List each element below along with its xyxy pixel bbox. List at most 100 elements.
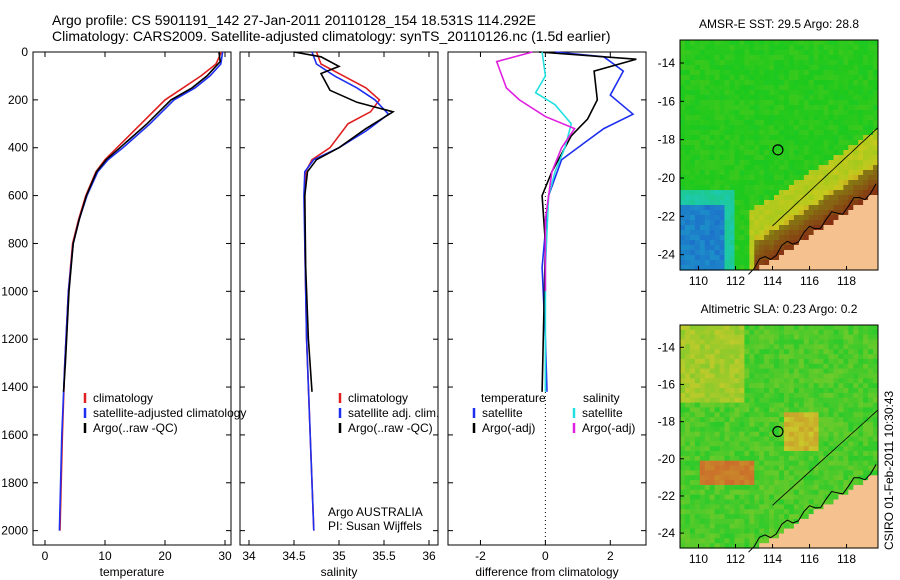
sst-map-cell [853,155,859,161]
sla-map-cell [739,349,745,355]
sst-map-cell [784,175,790,181]
sst-map-cell [788,120,795,126]
sla-map-cell [680,397,686,404]
sst-map-cell [699,190,706,196]
sst-map-cell [873,85,879,91]
difference-panel-frame [447,51,647,546]
sla-map-cell [769,329,775,336]
sla-map-cell [734,358,740,365]
sst-map-cell [868,265,874,271]
sla-map-cell [704,494,711,501]
sla-map-cell [823,426,829,433]
sst-map-cell [689,200,696,206]
sla-map-cell [853,499,859,505]
sst-map-cell [699,175,706,181]
sst-map-cell [858,200,864,206]
sst-map-cell [769,65,775,71]
sla-map-cell [868,417,874,423]
sst-map-cell [719,130,726,136]
sla-map-cell [784,509,790,515]
sla-map-cell [779,334,785,341]
sst-map-cell [744,205,750,211]
sst-map-cell [779,230,785,236]
sst-map-cell [714,60,721,66]
sla-map-cell [714,436,721,442]
sla-map-cell [739,417,745,423]
sla-map-cell [833,417,839,423]
sla-map-cell [739,325,745,331]
sla-map-cell [808,334,815,341]
sst-map-cell [739,215,745,221]
sst-map-cell [774,255,780,261]
sla-map-cell [680,494,686,501]
sst-map-cell [729,220,735,226]
sla-map-cell [680,392,686,399]
sla-map-cell [793,397,800,404]
sst-map-cell [858,105,864,111]
sst-map-cell [685,160,691,166]
sst-map-cell [744,135,750,141]
sla-map-cell [694,417,701,423]
sla-map-cell [868,402,874,408]
sst-map-cell [793,165,800,171]
sst-map-cell [823,230,829,236]
sla-map-cell [868,509,874,515]
depth-tick-label: 400 [8,141,28,155]
sst-map-cell [734,265,740,271]
sla-map-cell [729,431,735,438]
sla-map-cell [739,388,745,394]
sla-map-cell [813,431,820,438]
sst-map-cell [704,65,711,71]
sla-map-cell [848,325,854,331]
sla-map-cell [848,388,854,394]
sla-map-cell [729,368,735,374]
sst-map-cell [793,250,800,256]
sst-map-cell [749,205,755,211]
sla-map-cell [798,431,805,438]
sla-map-cell [823,388,829,394]
sst-map-cell [843,95,849,101]
sst-map-cell [868,80,874,86]
sst-map-cell [774,55,780,61]
sst-map-cell [858,115,864,121]
sst-map-cell [848,75,854,81]
sla-map-cell [838,358,844,365]
sst-map-cell [863,130,869,136]
sst-map-cell [709,160,716,166]
sst-map-cell [843,250,849,256]
sst-map-cell [704,235,711,241]
sst-map-cell [694,70,701,76]
sst-map-cell [694,235,701,241]
sst-map-cell [694,220,701,226]
sst-map-cell [848,115,854,121]
sla-map-cell [828,329,834,336]
sla-map-cell [699,436,706,442]
sst-map-cell [719,265,726,271]
sst-map-cell [685,130,691,136]
sla-map-cell [734,480,740,486]
sla-map-cell [828,339,834,345]
sst-map-cell [779,245,785,251]
sla-map-cell [680,407,686,413]
sla-map-cell [685,412,691,418]
sla-map-cell [759,509,765,515]
sla-map-cell [729,509,735,515]
sla-map-cell [754,441,760,447]
sla-map-cell [853,543,859,549]
sst-map-cell [843,85,849,91]
sla-map-cell [793,504,800,510]
sla-map-cell [709,426,716,433]
sla-map-cell [833,446,839,452]
sla-map-cell [754,325,760,331]
sst-map-cell [848,180,854,186]
sst-map-cell [808,65,815,71]
sla-map-cell [833,329,839,336]
sst-map-cell [828,175,834,181]
sst-map-cell [714,75,721,81]
sst-map-cell [709,200,716,206]
sst-map-cell [699,105,706,111]
sla-map-cell [719,480,726,486]
sla-map-cell [813,475,820,481]
sst-map-cell [734,130,740,136]
sst-map-cell [699,145,706,151]
